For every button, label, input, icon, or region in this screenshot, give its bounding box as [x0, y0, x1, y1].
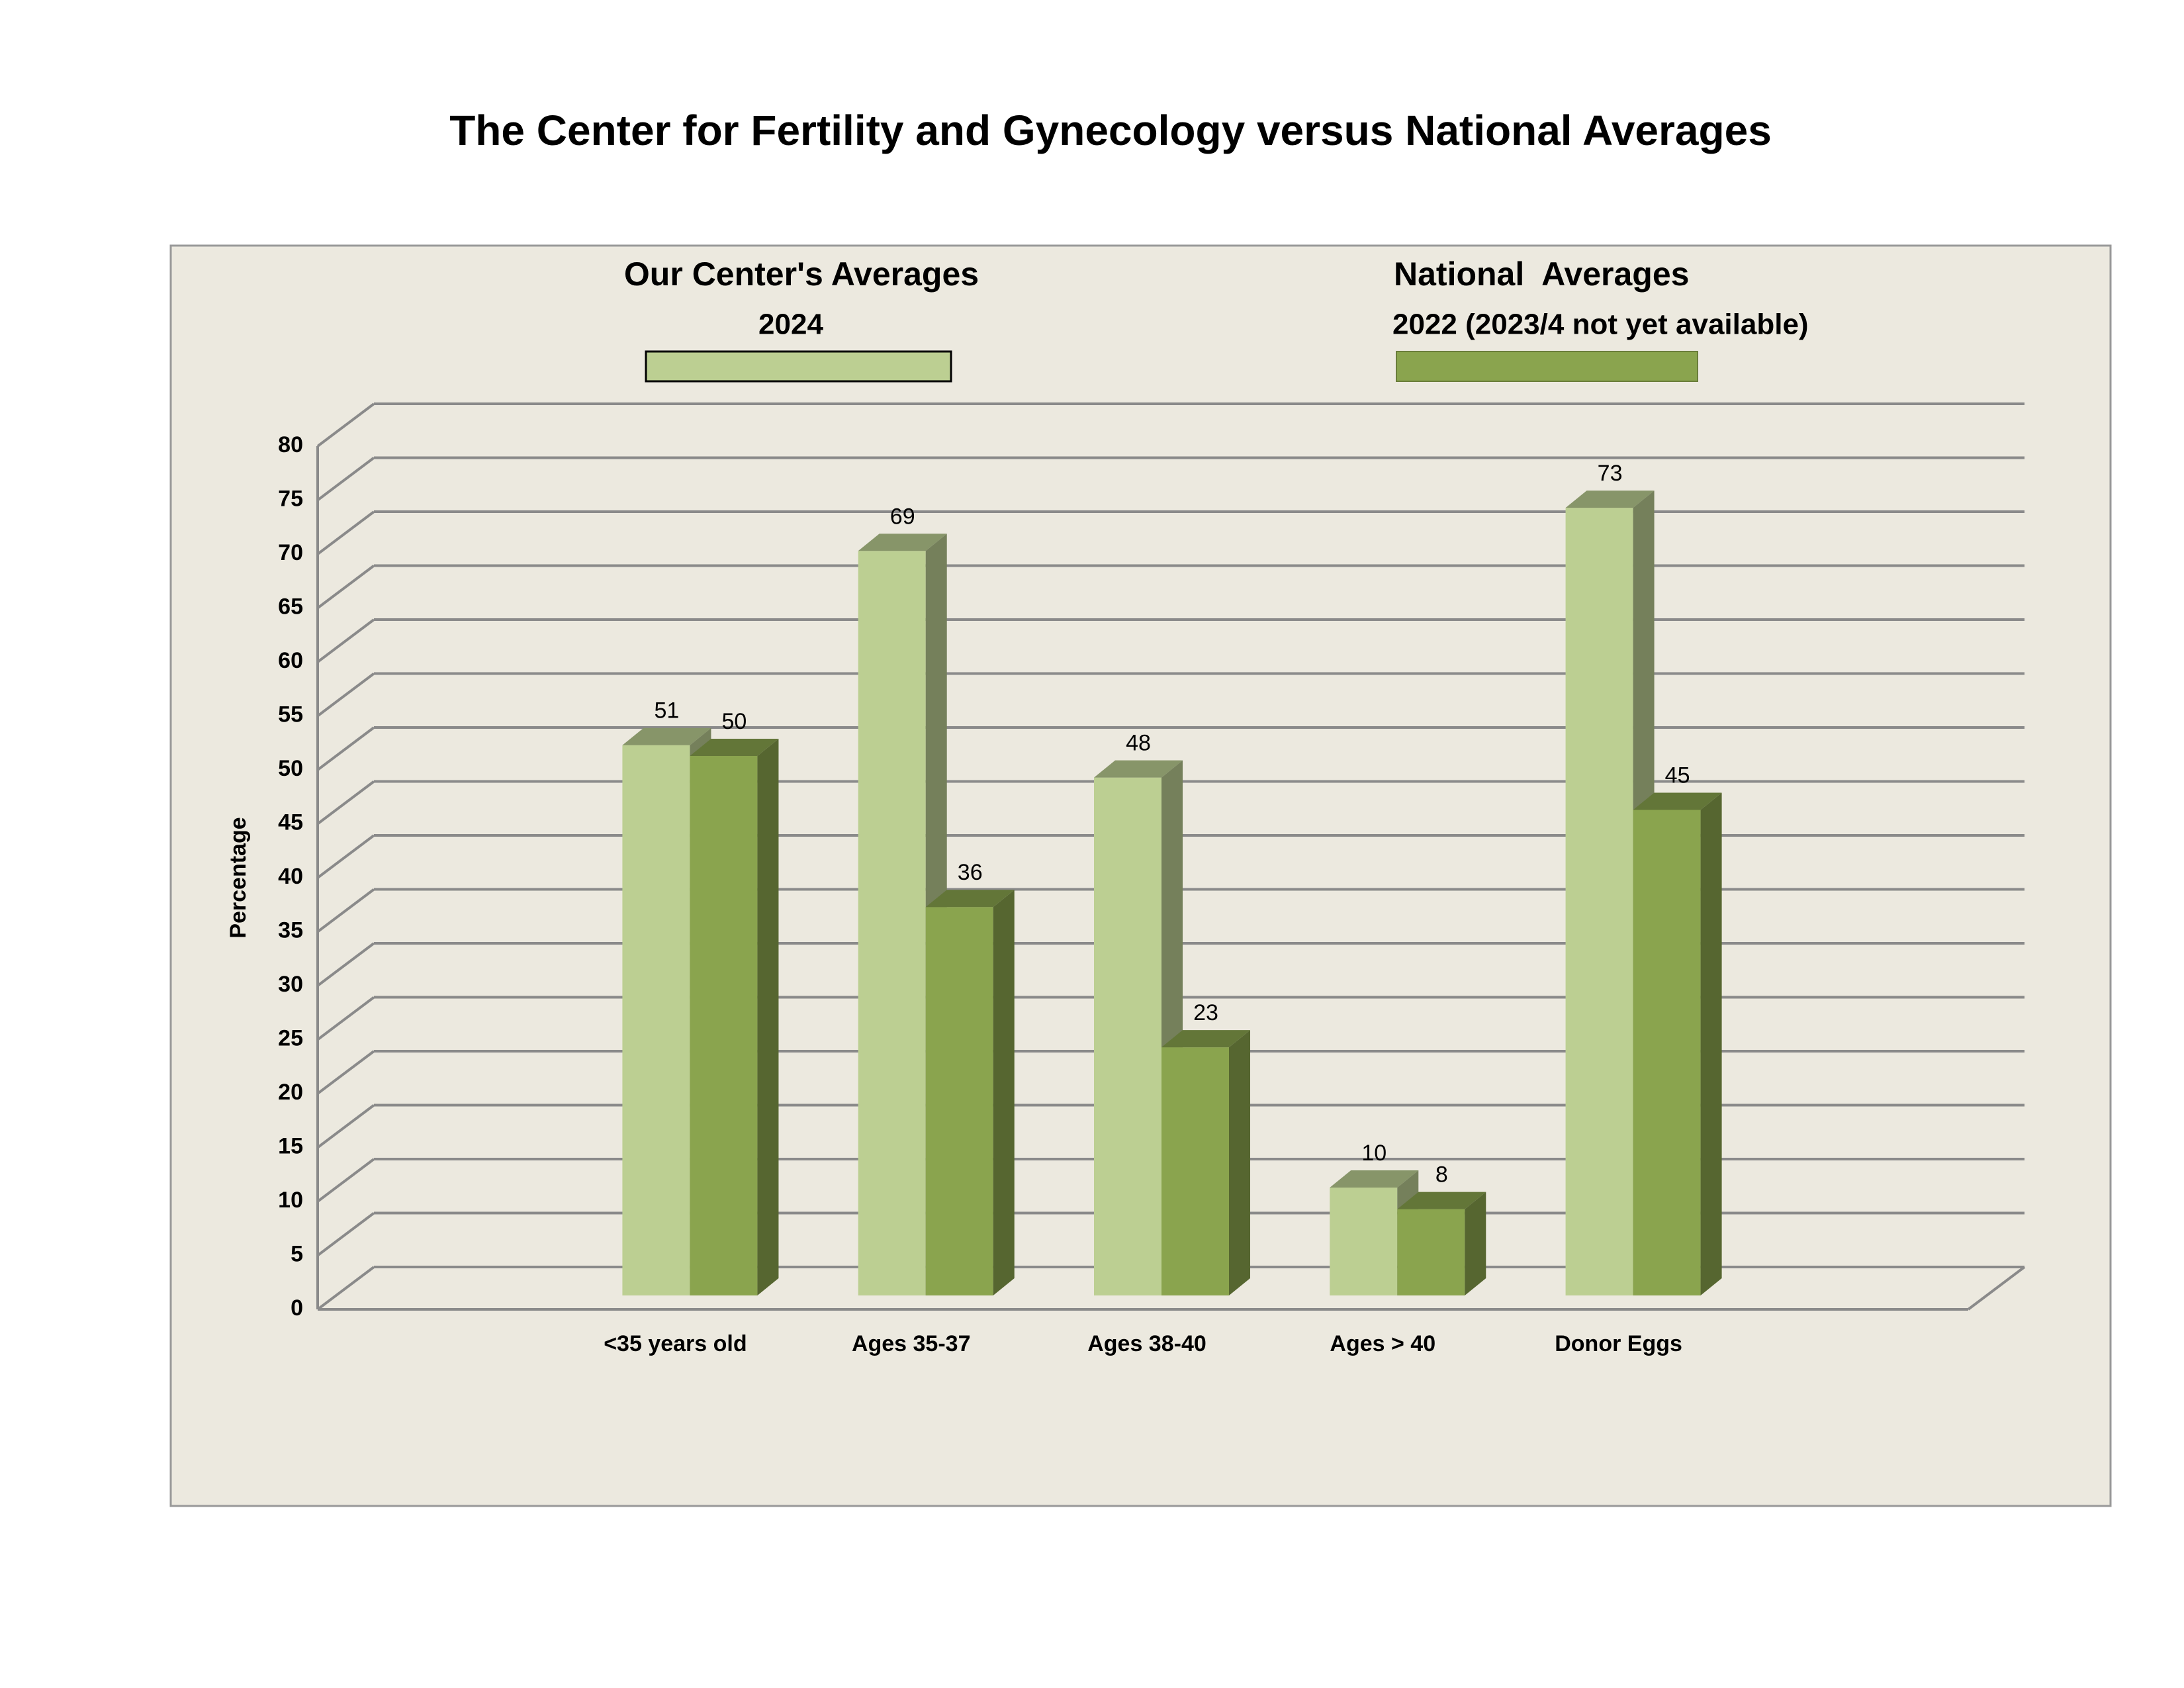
grid-diagonal [316, 456, 375, 502]
y-tick-label: 60 [278, 648, 303, 673]
y-tick-label: 0 [291, 1295, 303, 1321]
bar-top [622, 727, 711, 745]
bar-front [690, 756, 758, 1295]
y-tick-label: 50 [278, 756, 303, 781]
bar-top [690, 739, 779, 756]
x-tick-label: Ages > 40 [1330, 1331, 1435, 1356]
grid-diagonal [316, 888, 375, 933]
y-tick-label: 5 [291, 1241, 303, 1266]
grid-diagonal [316, 780, 375, 825]
y-tick-label: 40 [278, 864, 303, 889]
y-tick-label: 10 [278, 1188, 303, 1213]
grid-diagonal [316, 726, 375, 771]
y-tick-label: 15 [278, 1133, 303, 1158]
legend-label: National Averages [1394, 256, 1689, 293]
value-label: 50 [722, 709, 747, 734]
value-label: 48 [1126, 731, 1151, 756]
bar-side [993, 890, 1015, 1295]
grid-diagonal [316, 1211, 375, 1257]
y-tick-label: 25 [278, 1025, 303, 1051]
bar-top [1161, 1030, 1250, 1048]
x-tick-label: Donor Eggs [1555, 1331, 1682, 1356]
y-tick-label: 45 [278, 810, 303, 835]
value-label: 36 [958, 860, 983, 885]
value-label: 10 [1361, 1141, 1387, 1166]
bar-front [1397, 1209, 1465, 1295]
x-tick-label: <35 years old [604, 1331, 747, 1356]
y-tick-label: 35 [278, 917, 303, 943]
bar-top [925, 890, 1015, 908]
floor-right [1967, 1266, 2026, 1311]
value-label: 45 [1665, 763, 1690, 788]
x-tick-label: Ages 38-40 [1087, 1331, 1206, 1356]
grid-diagonal [316, 564, 375, 610]
bar-side [757, 739, 779, 1295]
chart-title: The Center for Fertility and Gynecology … [449, 107, 1772, 154]
bar-side [1700, 792, 1722, 1295]
value-label: 51 [655, 698, 680, 724]
legend-sub: 2022 (2023/4 not yet available) [1392, 308, 1809, 341]
y-tick-label: 30 [278, 972, 303, 997]
legend-swatch [1396, 351, 1698, 382]
value-label: 23 [1193, 1000, 1218, 1025]
bar-top [1330, 1170, 1419, 1188]
grid-diagonal [316, 996, 375, 1041]
y-axis-label: Percentage [226, 817, 251, 938]
bar-front [925, 907, 993, 1295]
bar-front [1094, 777, 1161, 1295]
bar-top [1094, 760, 1183, 778]
grid-diagonal [316, 942, 375, 987]
y-tick-label: 80 [278, 432, 303, 457]
grid-diagonal [316, 1266, 375, 1311]
value-label: 69 [890, 504, 915, 529]
grid-diagonal [316, 672, 375, 718]
bar-top [858, 534, 947, 551]
y-tick-label: 75 [278, 486, 303, 511]
grid-diagonal [316, 1050, 375, 1095]
bar-top [1397, 1192, 1486, 1209]
bar-front [1161, 1047, 1229, 1295]
grid-diagonal [316, 1103, 375, 1149]
value-label: 8 [1435, 1162, 1448, 1188]
grid-diagonal [316, 402, 375, 447]
legend-swatch [645, 350, 952, 383]
bar-front [858, 551, 926, 1295]
bar-top [1565, 491, 1655, 508]
value-label: 73 [1598, 461, 1623, 486]
bar-top [1633, 792, 1722, 810]
y-tick-label: 20 [278, 1080, 303, 1105]
legend-sub: 2024 [758, 308, 823, 341]
legend-label: Our Center's Averages [624, 256, 979, 293]
grid-diagonal [316, 834, 375, 879]
y-tick-label: 55 [278, 702, 303, 727]
grid-diagonal [316, 1158, 375, 1203]
grid-diagonal [316, 510, 375, 555]
bar-side [1229, 1030, 1250, 1295]
y-tick-label: 65 [278, 594, 303, 619]
bar-front [622, 745, 690, 1295]
grid-diagonal [316, 618, 375, 663]
y-tick-label: 70 [278, 540, 303, 565]
x-tick-label: Ages 35-37 [852, 1331, 971, 1356]
bar-front [1633, 810, 1701, 1295]
bar-front [1330, 1188, 1398, 1295]
bar-side [1465, 1192, 1486, 1295]
bar-front [1565, 508, 1633, 1295]
